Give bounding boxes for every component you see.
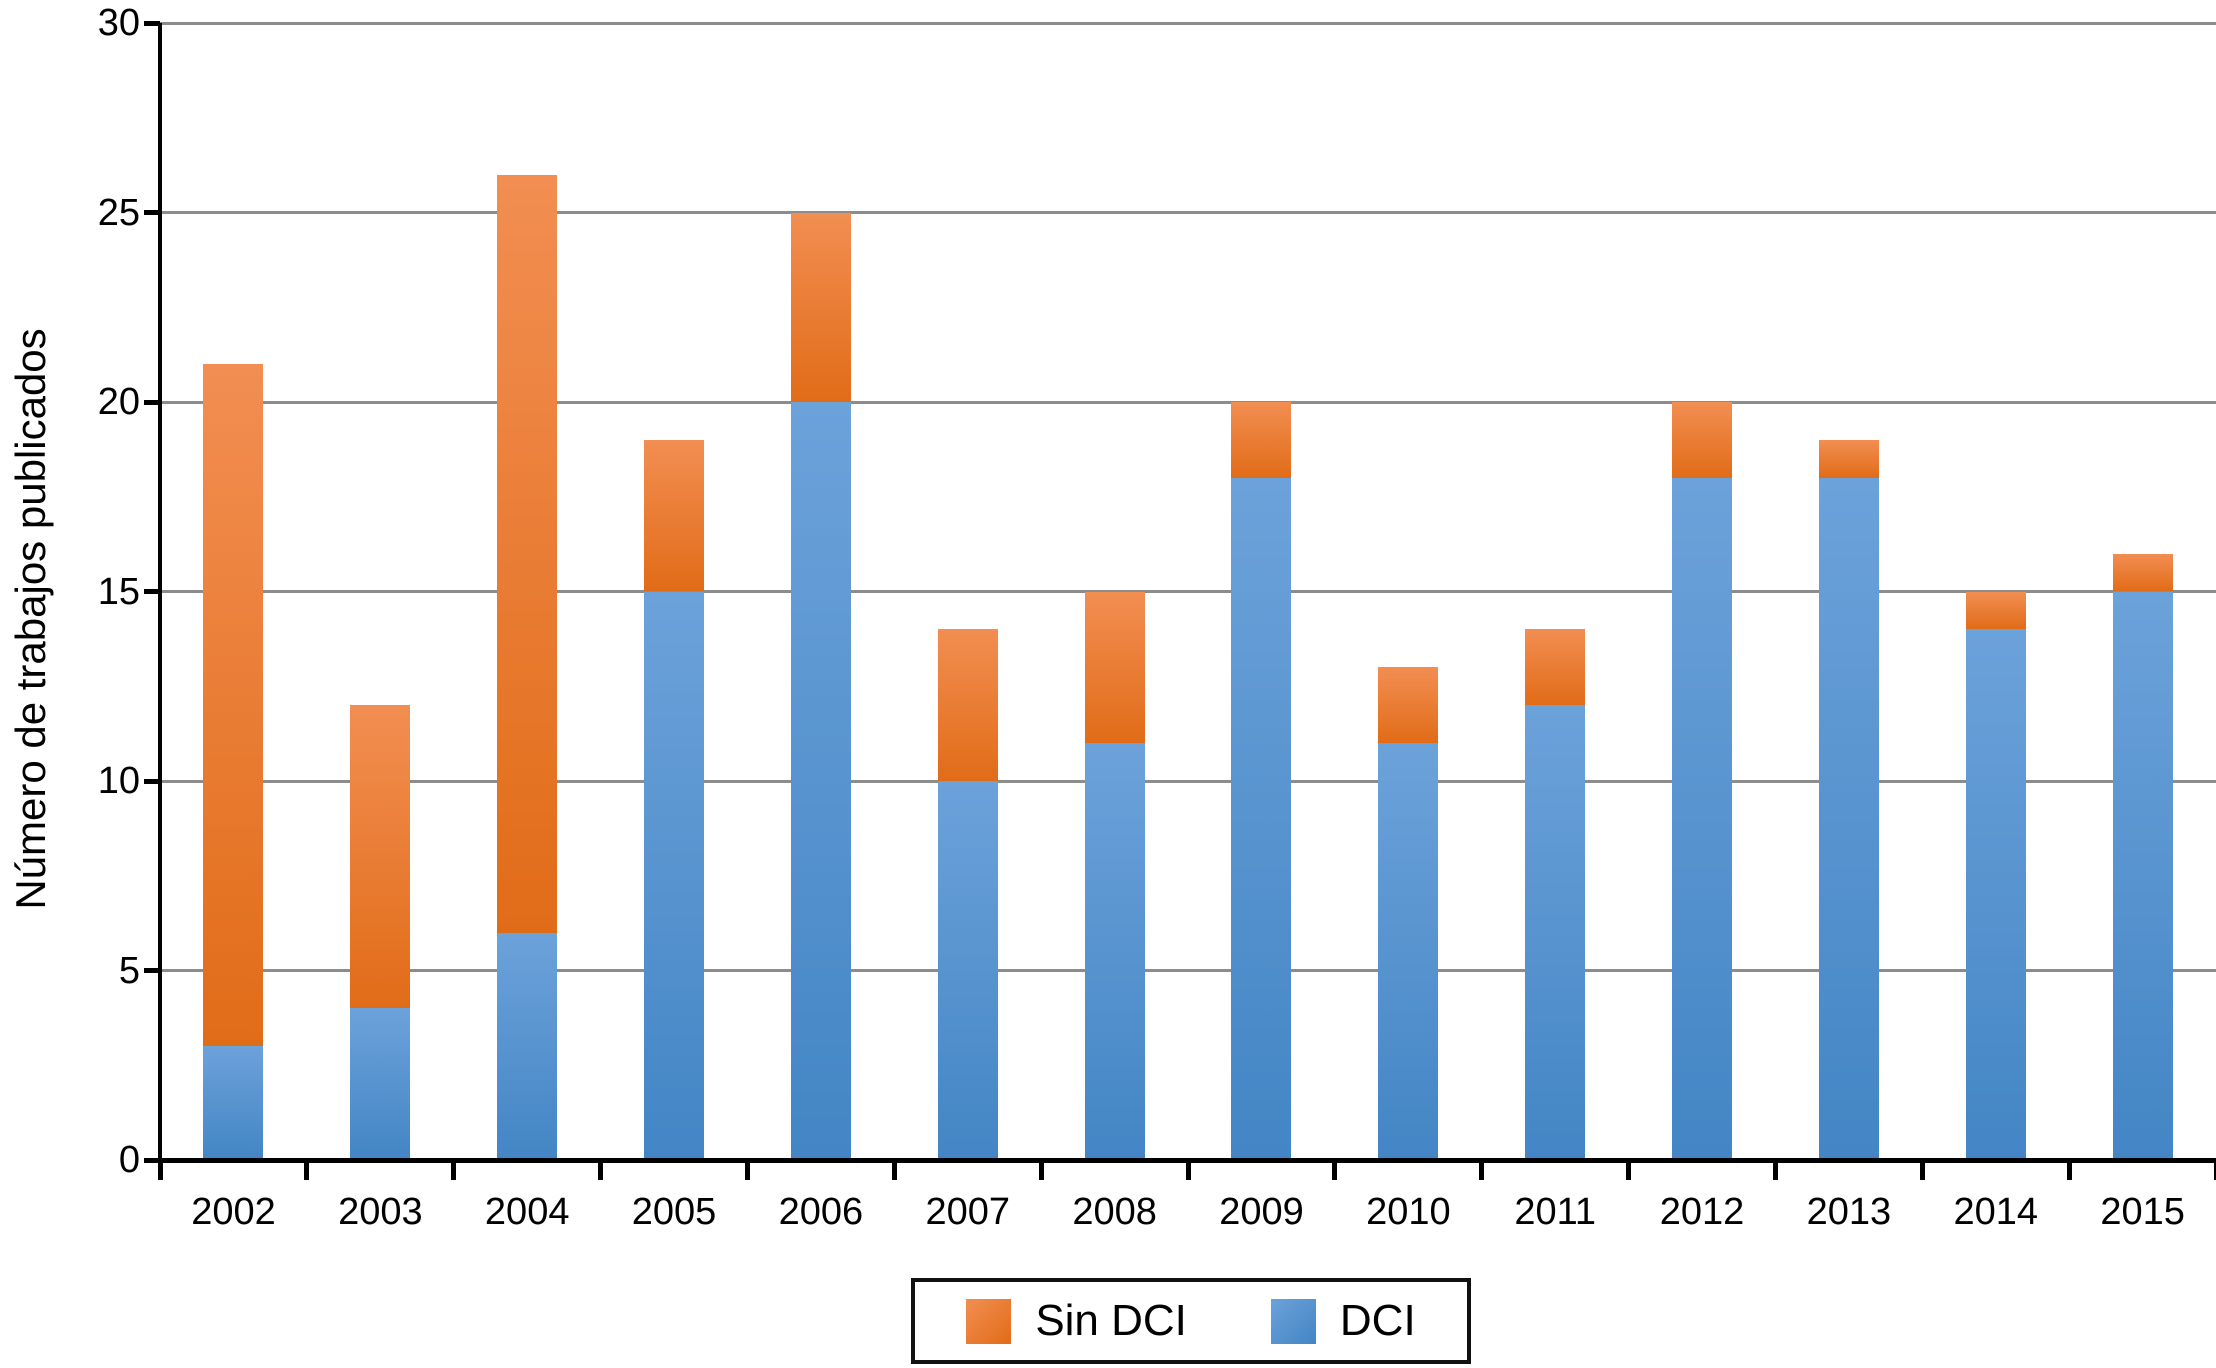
- bar-dci-2002: [203, 1046, 264, 1160]
- gridline-10: [160, 779, 2216, 783]
- x-tick-10: [1626, 1160, 1632, 1180]
- x-label-2013: 2013: [1806, 1191, 1892, 1233]
- y-tick-15: [144, 589, 160, 594]
- bar-sin-dci-2013: [1818, 439, 1879, 478]
- x-tick-2: [451, 1160, 457, 1180]
- y-tick-label-10: 10: [97, 760, 140, 802]
- bar-dci-2015: [2112, 591, 2173, 1160]
- y-tick-10: [144, 778, 160, 784]
- bar-dci-2006: [790, 402, 851, 1160]
- x-label-2003: 2003: [338, 1191, 423, 1233]
- legend-label-dci: DCI: [1339, 1296, 1416, 1345]
- x-tick-7: [1185, 1160, 1191, 1180]
- bar-dci-2009: [1231, 477, 1292, 1160]
- y-tick-label-30: 30: [97, 2, 140, 44]
- bar-dci-2010: [1378, 743, 1439, 1160]
- legend-label-sin-dci: Sin DCI: [1035, 1296, 1187, 1345]
- gridline-25: [160, 211, 2216, 214]
- bar-dci-2007: [937, 781, 998, 1160]
- x-axis-line: [155, 1158, 2216, 1163]
- bar-sin-dci-2007: [937, 629, 998, 781]
- bar-sin-dci-2012: [1672, 402, 1732, 478]
- x-tick-1: [304, 1160, 310, 1180]
- gridline-20: [160, 400, 2216, 404]
- y-tick-label-20: 20: [97, 381, 140, 423]
- bar-dci-2011: [1525, 705, 1586, 1160]
- legend: Sin DCI DCI: [911, 1278, 1471, 1364]
- x-label-2015: 2015: [2100, 1191, 2185, 1233]
- bar-dci-2012: [1672, 477, 1732, 1160]
- bar-sin-dci-2006: [790, 212, 851, 402]
- bar-dci-2008: [1084, 743, 1145, 1160]
- y-tick-label-25: 25: [97, 191, 140, 234]
- y-tick-20: [144, 399, 160, 405]
- bar-sin-dci-2008: [1084, 591, 1145, 744]
- y-tick-25: [144, 210, 160, 215]
- y-tick-5: [144, 968, 160, 973]
- gridline-5: [160, 969, 2216, 972]
- x-tick-0: [157, 1160, 163, 1180]
- bar-sin-dci-2004: [497, 174, 558, 933]
- legend-entry-dci: DCI: [1270, 1296, 1416, 1345]
- x-tick-8: [1332, 1160, 1338, 1180]
- legend-swatch-sin-dci: [966, 1298, 1012, 1344]
- x-label-2004: 2004: [484, 1191, 570, 1233]
- x-label-2006: 2006: [778, 1191, 864, 1233]
- legend-entry-sin-dci: Sin DCI: [966, 1296, 1187, 1345]
- y-tick-30: [144, 20, 160, 26]
- x-label-2010: 2010: [1366, 1191, 1451, 1233]
- x-label-2014: 2014: [1953, 1191, 2039, 1233]
- x-label-2005: 2005: [631, 1191, 717, 1233]
- x-tick-5: [891, 1160, 897, 1180]
- bar-sin-dci-2003: [350, 705, 411, 1009]
- x-label-2009: 2009: [1219, 1191, 1304, 1233]
- x-label-2012: 2012: [1659, 1191, 1745, 1233]
- bar-sin-dci-2002: [203, 364, 264, 1047]
- x-label-2008: 2008: [1072, 1191, 1157, 1233]
- y-tick-label-0: 0: [118, 1139, 140, 1181]
- bar-dci-2013: [1818, 477, 1879, 1160]
- x-tick-3: [598, 1160, 604, 1180]
- x-label-2007: 2007: [925, 1191, 1011, 1233]
- gridline-15: [160, 590, 2216, 593]
- bar-dci-2003: [350, 1008, 411, 1160]
- y-tick-0: [144, 1157, 160, 1163]
- bar-sin-dci-2015: [2112, 553, 2173, 592]
- bar-sin-dci-2010: [1378, 667, 1439, 744]
- bar-dci-2004: [497, 932, 558, 1160]
- x-tick-12: [1919, 1160, 1925, 1180]
- bar-sin-dci-2009: [1231, 402, 1292, 478]
- y-tick-label-15: 15: [97, 570, 140, 613]
- bar-dci-2014: [1965, 629, 2026, 1160]
- gridline-30: [160, 21, 2216, 25]
- bar-sin-dci-2011: [1525, 629, 1586, 706]
- x-tick-14: [2213, 1160, 2216, 1180]
- legend-swatch-dci: [1270, 1298, 1316, 1344]
- x-tick-4: [744, 1160, 750, 1180]
- y-tick-label-5: 5: [118, 949, 140, 992]
- y-axis-line: [158, 23, 162, 1163]
- bar-sin-dci-2014: [1965, 591, 2026, 630]
- x-tick-9: [1479, 1160, 1485, 1180]
- x-tick-11: [1772, 1160, 1778, 1180]
- bar-dci-2005: [644, 591, 704, 1160]
- x-label-2011: 2011: [1514, 1191, 1597, 1233]
- x-tick-13: [2066, 1160, 2072, 1180]
- bar-sin-dci-2005: [644, 439, 704, 592]
- x-tick-6: [1038, 1160, 1044, 1180]
- x-label-2002: 2002: [191, 1191, 276, 1233]
